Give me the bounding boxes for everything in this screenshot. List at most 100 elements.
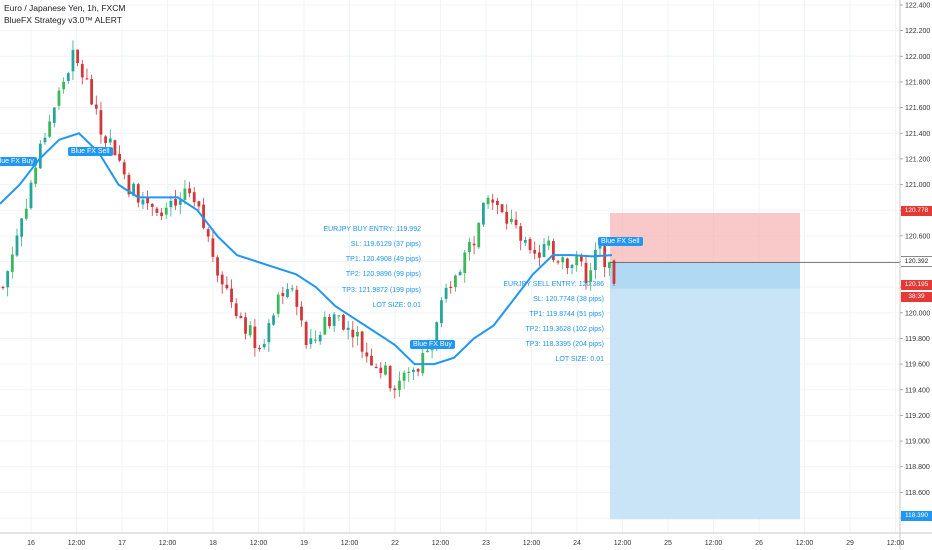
candle-body (584, 262, 588, 284)
candle-body (412, 369, 415, 373)
candle-body (500, 204, 504, 213)
candle-body (192, 192, 196, 203)
candle-body (122, 162, 126, 175)
candle-body (407, 371, 411, 373)
price-axis-label: 120.600 (905, 233, 930, 240)
sell-tp1-text: TP1: 119.8744 (51 pips) (529, 311, 604, 318)
candle-body (304, 322, 308, 346)
time-axis-label: 12:00 (68, 540, 86, 547)
candle-body (118, 153, 122, 161)
candle-body (272, 315, 275, 325)
candle-body (164, 207, 168, 215)
take-profit-zone-near (610, 262, 800, 289)
candle-body (99, 110, 103, 135)
time-axis-label: 12:00 (887, 540, 905, 547)
candle-body (491, 199, 495, 203)
candle-body (379, 367, 383, 374)
price-axis-label: 121.800 (905, 79, 930, 86)
time-axis-label: 12:00 (523, 540, 541, 547)
candle-body (206, 229, 210, 237)
price-axis-label: 120.000 (905, 310, 930, 317)
price-axis-label: 122.000 (905, 54, 930, 61)
candle-body (449, 286, 453, 288)
price-axis-label: 119.600 (905, 362, 930, 369)
candle-body (197, 201, 201, 207)
candle-body (183, 188, 187, 200)
candle-body (468, 241, 471, 253)
time-axis-label: 24 (573, 540, 581, 547)
candle-countdown-tag: 38:39 (901, 292, 932, 302)
candle-body (290, 288, 294, 290)
buy-entry-text: EURJPY BUY ENTRY: 119.992 (323, 226, 421, 233)
candle-body (360, 331, 364, 352)
candle-body (328, 316, 331, 327)
time-axis-label: 12:00 (796, 540, 814, 547)
candle-body (463, 252, 467, 274)
price-axis-label: 121.600 (905, 105, 930, 112)
candle-body (94, 104, 98, 109)
candle-body (589, 270, 593, 282)
candle-body (309, 338, 313, 345)
candle-body (346, 327, 350, 330)
candle-body (402, 372, 406, 381)
candle-body (104, 136, 108, 144)
buy-tp1-text: TP1: 120.4908 (49 pips) (345, 256, 421, 263)
time-axis-labels: 16 12:00 17 12:00 18 12:00 19 12:00 22 12:00 23 12:… (27, 540, 904, 547)
time-axis-label: 16 (27, 540, 35, 547)
candle-body (136, 184, 140, 203)
candle-body (38, 143, 42, 169)
candle-body (262, 343, 266, 348)
candle-body (76, 49, 80, 64)
candle-body (80, 64, 84, 78)
candle-body (565, 258, 569, 269)
time-axis-label: 12:00 (341, 540, 359, 547)
candle-body (155, 208, 159, 213)
candle-body (486, 197, 490, 205)
candle-body (542, 244, 546, 257)
candle-body (435, 322, 439, 342)
candle-body (547, 240, 551, 246)
candle-body (323, 316, 327, 335)
current-price-tag: 120.195 (901, 280, 932, 290)
time-axis-label: 12:00 (614, 540, 632, 547)
candle-body (444, 287, 448, 299)
candle-body (398, 380, 401, 391)
candle-body (570, 264, 574, 268)
candle-body (281, 293, 285, 297)
candle-body (267, 323, 271, 343)
candle-body (1, 286, 5, 289)
time-axis-label: 18 (209, 540, 217, 547)
candle-body (29, 182, 33, 209)
price-axis-label: 121.400 (905, 131, 930, 138)
time-axis-label: 12:00 (432, 540, 450, 547)
candle-body (295, 289, 299, 307)
candle-body (337, 315, 341, 317)
candle-body (561, 257, 565, 263)
candle-body (48, 121, 52, 137)
time-axis-label: 25 (664, 540, 672, 547)
sell-signal-label-2: Blue FX Sell (598, 237, 643, 246)
candle-body (537, 252, 541, 258)
candle-body (509, 218, 513, 222)
buy-signal-label-2: Blue FX Buy (410, 340, 455, 349)
price-axis-label: 119.000 (905, 439, 930, 446)
price-axis-label: 122.200 (905, 28, 930, 35)
candle-body (132, 183, 135, 196)
entry-price-tag: 120.392 (901, 256, 932, 267)
candle-body (454, 275, 457, 288)
sell-tp2-text: TP2: 119.3628 (102 pips) (525, 326, 604, 333)
candle-body (523, 240, 527, 243)
candle-body (286, 289, 289, 297)
price-axis-label: 122.400 (905, 3, 930, 10)
candle-body (612, 260, 616, 284)
candle-body (10, 254, 14, 272)
candle-body (384, 365, 387, 375)
candle-body (495, 200, 499, 206)
candle-body (90, 79, 94, 105)
price-axis-label: 118.800 (905, 464, 930, 471)
price-axis-label: 119.200 (905, 413, 930, 420)
candle-body (24, 208, 28, 219)
candle-body (34, 167, 38, 184)
time-axis-label: 19 (300, 540, 308, 547)
